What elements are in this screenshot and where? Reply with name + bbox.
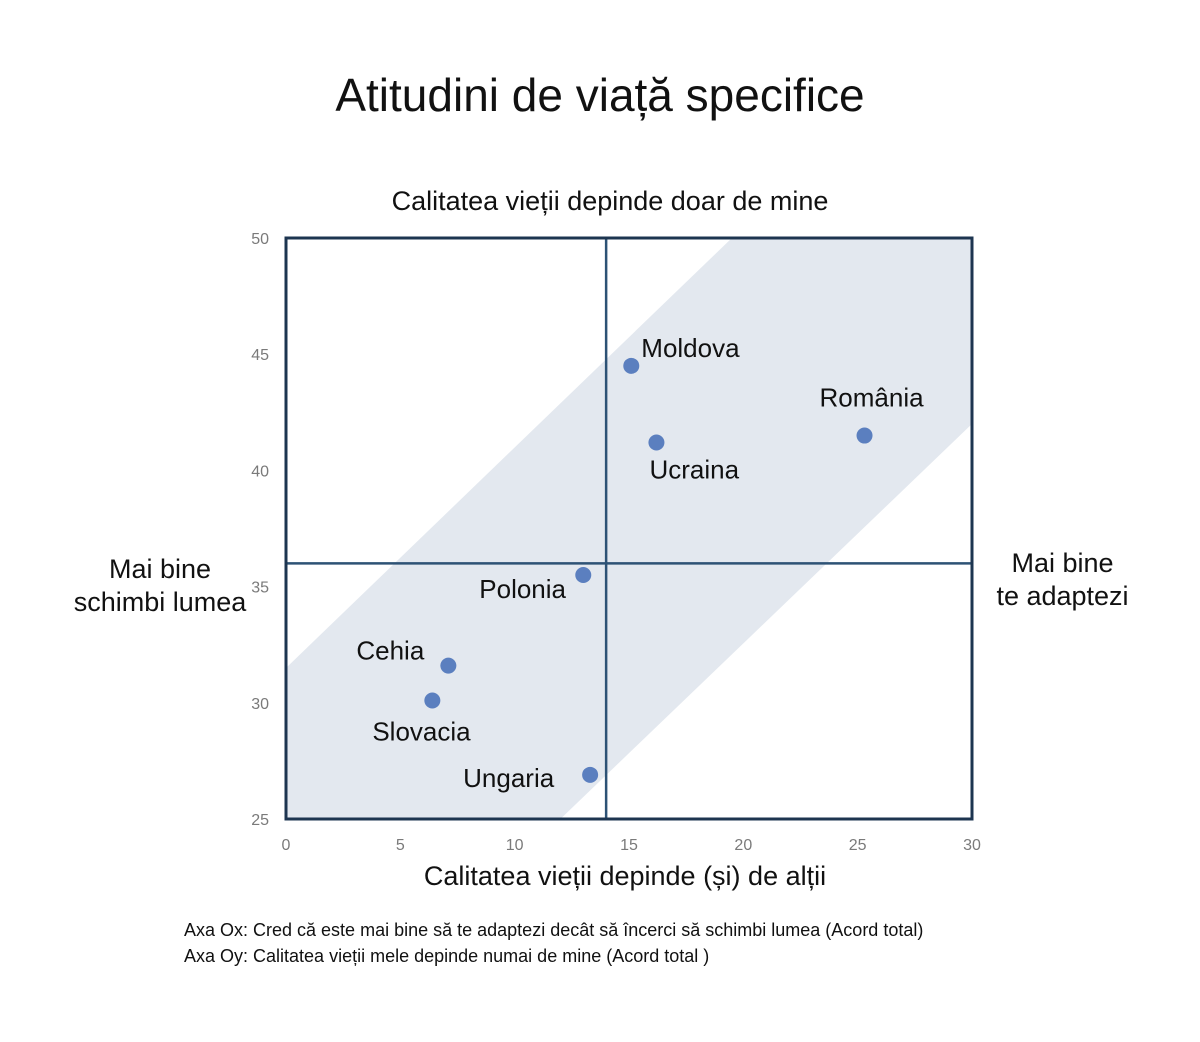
data-point [648,434,665,451]
left-label-line-1: Mai bine [108,554,212,584]
y-tick-label: 40 [251,463,269,480]
y-tick-label: 45 [251,347,269,364]
data-point [856,427,873,444]
note-x-axis: Axa Ox: Cred că este mai bine să te adap… [184,920,924,940]
x-tick-label: 10 [506,837,524,854]
diagonal-band [286,238,972,819]
data-point [424,692,441,709]
x-tick-label: 25 [849,837,867,854]
right-label-line-1: Mai bine [1011,548,1114,578]
right-quadrant-label: Mai bine te adaptezi [985,547,1140,613]
point-label: Ungaria [463,763,555,793]
x-tick-label: 20 [734,837,752,854]
point-label: România [820,383,925,413]
point-label: Polonia [479,574,566,604]
point-label: Moldova [641,333,740,363]
x-axis-label: Calitatea vieții depinde (și) de alții [423,861,827,891]
plot-frame [284,236,974,821]
data-point [440,657,457,674]
point-label: Slovacia [372,716,471,746]
data-point [623,357,640,374]
y-tick-label: 30 [251,696,269,713]
y-tick-label: 35 [251,580,269,597]
point-label: Ucraina [649,455,739,485]
y-tick-label: 25 [251,812,269,829]
data-point [582,766,599,783]
x-tick-label: 5 [396,837,405,854]
x-tick-label: 30 [963,837,981,854]
y-tick-label: 50 [251,231,269,248]
left-label-line-2: schimbi lumea [73,587,247,617]
top-quadrant-label: Calitatea vieții depinde doar de mine [391,186,829,216]
x-tick-label: 0 [282,837,291,854]
note-y-axis: Axa Oy: Calitatea vieții mele depinde nu… [184,946,710,966]
right-label-line-2: te adaptezi [996,581,1129,611]
point-label: Cehia [356,636,424,666]
chart-title: Atitudini de viață specifice [335,69,865,121]
x-tick-label: 15 [620,837,638,854]
left-quadrant-label: Mai bine schimbi lumea [60,553,260,619]
data-point [575,566,592,583]
